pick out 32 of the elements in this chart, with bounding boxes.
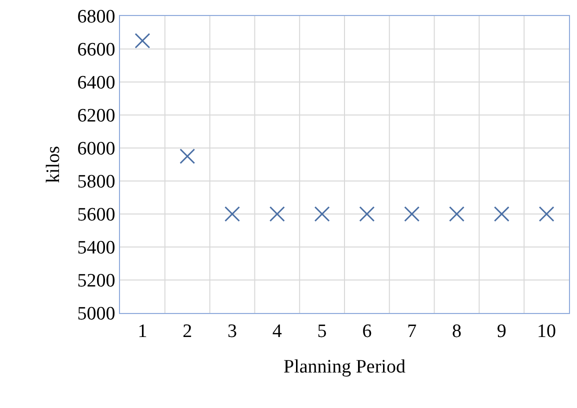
- x-tick-label: 2: [182, 320, 192, 342]
- y-tick-label: 5200: [77, 270, 116, 292]
- x-tick-label: 9: [496, 320, 506, 342]
- point: [224, 206, 240, 222]
- y-axis-title: kilos: [43, 146, 64, 183]
- x-tick-label: 10: [537, 320, 556, 342]
- y-tick-label: 6200: [77, 106, 116, 127]
- point: [180, 148, 196, 164]
- point: [269, 206, 285, 222]
- y-tick-label: 6600: [77, 40, 116, 61]
- y-tick-label: 5800: [77, 172, 116, 193]
- x-tick-label: 3: [228, 320, 237, 342]
- y-tick-label: 6800: [77, 6, 116, 28]
- point: [359, 206, 375, 222]
- x-axis-title: Planning Period: [284, 356, 406, 378]
- x-tick-label: 1: [138, 320, 148, 342]
- point: [538, 206, 554, 222]
- x-tick-label: 8: [452, 320, 462, 342]
- x-tick-label: 6: [362, 320, 372, 342]
- y-tick-label: 5400: [77, 238, 116, 259]
- point: [404, 206, 420, 222]
- x-tick-label: 4: [272, 320, 282, 342]
- x-tick-label: 7: [407, 320, 417, 342]
- point: [134, 33, 150, 48]
- point: [314, 206, 330, 222]
- point: [494, 206, 510, 222]
- y-tick-label: 6000: [77, 138, 116, 160]
- point: [449, 206, 464, 222]
- y-tick-label: 6400: [77, 72, 116, 94]
- y-tick-label: 5600: [77, 204, 116, 226]
- y-tick-label: 5000: [77, 304, 116, 325]
- x-tick-label: 5: [317, 320, 327, 342]
